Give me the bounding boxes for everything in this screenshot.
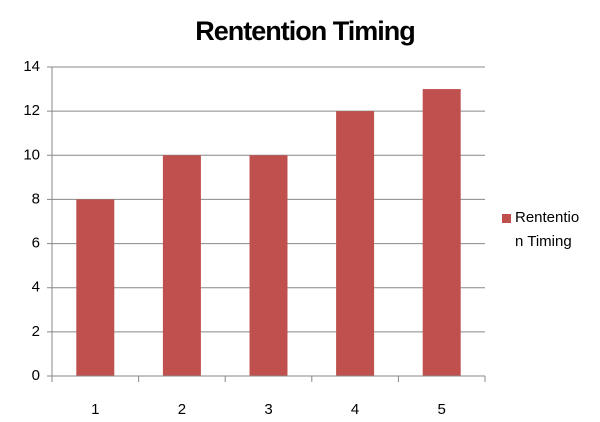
x-tick-label: 2 [178,401,186,418]
x-tick-label: 5 [438,401,446,418]
x-tick-label: 4 [351,401,359,418]
bar [249,155,288,376]
y-tick-label: 0 [32,367,40,384]
bar [76,199,115,376]
bar [162,155,201,376]
chart-title: Rentention Timing [195,16,415,46]
legend-swatch [502,214,511,223]
y-tick-label: 10 [23,146,40,163]
legend-label: Rentention Timing [515,209,580,250]
y-tick-label: 8 [32,190,40,207]
bar [336,111,375,377]
y-tick-label: 12 [23,102,40,119]
x-tick-label: 3 [264,401,272,418]
x-tick-label: 1 [91,401,99,418]
y-tick-label: 2 [32,323,40,340]
y-tick-label: 4 [32,279,40,296]
y-tick-label: 14 [23,58,40,75]
y-tick-label: 6 [32,235,40,252]
bar [422,89,461,377]
